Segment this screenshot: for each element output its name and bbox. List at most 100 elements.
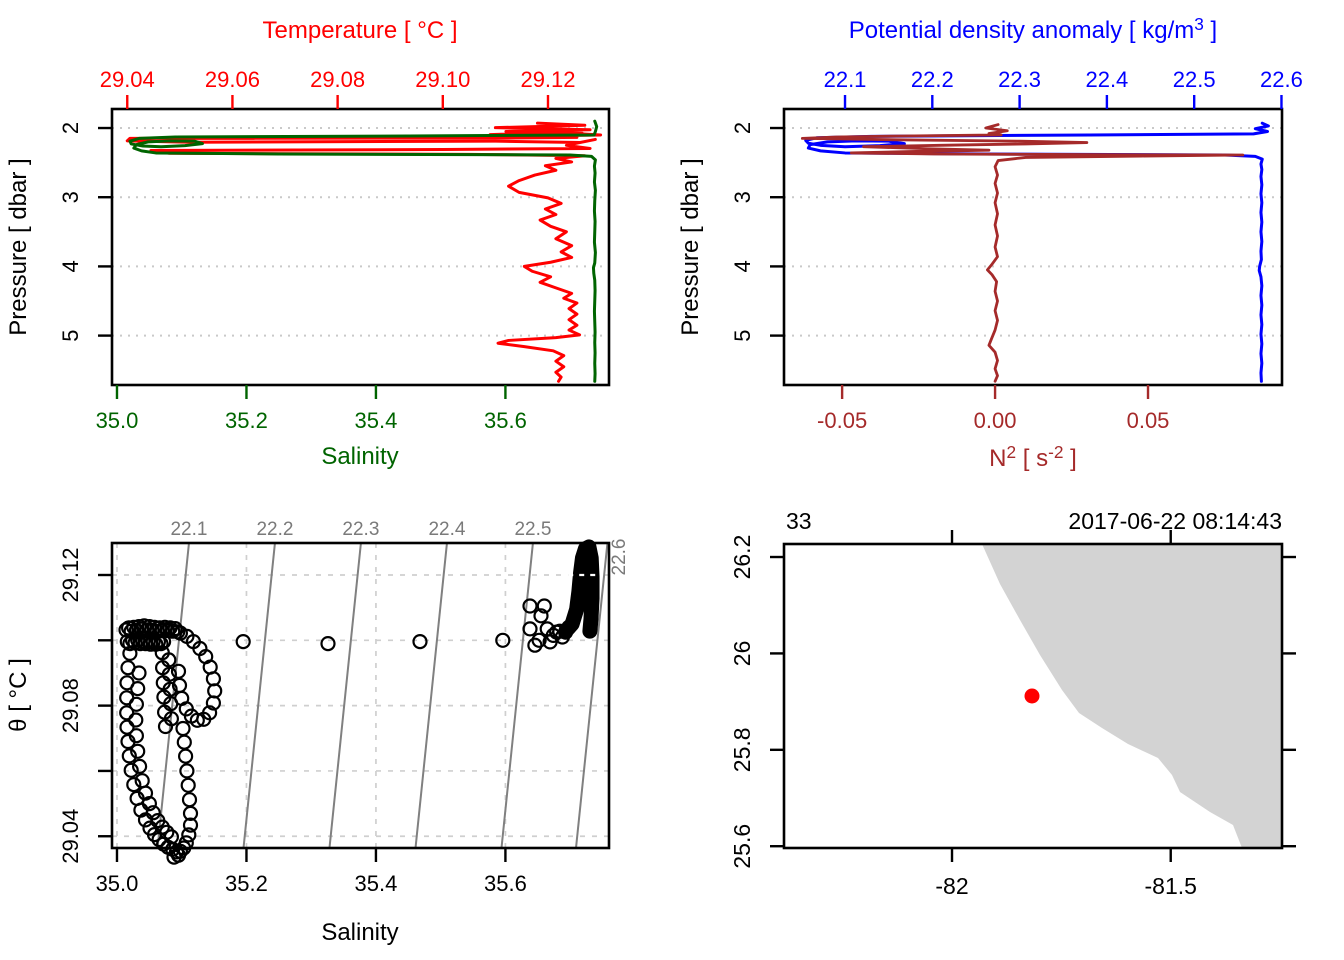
panel-profile-temp-sal: 29.04 29.06 29.08 29.10 29.12 35.0 35.2 35.4 35.… (58, 67, 611, 433)
ts-dense-blob (558, 539, 600, 639)
temperature-profile-line (125, 121, 603, 383)
ts-point (145, 633, 161, 650)
ts-point (182, 805, 199, 822)
superscript: 3 (1194, 14, 1204, 34)
ts-point (163, 829, 179, 845)
isopycnal-line (414, 542, 448, 849)
x-axis-tick-label: 35.4 (355, 871, 398, 896)
left-axis-tick-label: 3 (730, 191, 755, 203)
isopycnal-line (500, 542, 534, 849)
ts-point (495, 632, 511, 648)
density-axis-title: Potential density anomaly [ kg/m3 ] (849, 14, 1217, 44)
ts-point (145, 805, 161, 821)
left-axis-tick-label: 4 (730, 260, 755, 272)
ts-point (163, 711, 179, 727)
ts-point (141, 795, 157, 812)
y-axis-tick-label: 29.04 (58, 809, 83, 864)
ts-point (157, 619, 173, 635)
lat-tick-label: 26 (729, 641, 755, 667)
ts-point (182, 817, 199, 833)
top-axis-tick-label: 29.04 (100, 67, 155, 92)
plot-box (782, 107, 1284, 387)
y-axis-tick-label: 29.12 (58, 547, 83, 602)
ts-point (161, 652, 177, 668)
ts-point (159, 824, 175, 840)
bottom-axis-tick-label: -0.05 (817, 408, 867, 433)
ts-point (128, 696, 144, 712)
temperature-axis-title: Temperature [ °C ] (263, 17, 458, 44)
x-axis-tick-label: 35.6 (484, 871, 527, 896)
ts-point (122, 645, 138, 662)
isopycnal-label: 22.3 (342, 519, 379, 540)
ts-point (533, 608, 549, 624)
plot-box (110, 107, 611, 387)
theta-axis-title: θ [ °C ] (5, 658, 32, 732)
lat-tick-label: 25.6 (729, 824, 755, 869)
isopycnal-label-rotated: 22.6 (609, 539, 630, 576)
gridlines-profile-temp-sal (112, 127, 609, 337)
top-axis-tick-label: 22.4 (1085, 67, 1128, 92)
ts-point (132, 758, 148, 775)
top-axis-tick-label: 29.10 (415, 67, 470, 92)
isopycnal-label: 22.5 (514, 519, 551, 540)
left-axis-tick-label: 3 (58, 191, 83, 203)
potential-density-anomaly-profile-line (804, 121, 1270, 383)
ts-point (320, 635, 336, 652)
ts-point (162, 681, 178, 697)
panel-profile-density-n2: 22.1 22.2 22.3 22.4 22.5 22.6 -0.05 0.00 0.05 2 3 4… (730, 14, 1303, 472)
gridlines-profile-density-n2 (784, 127, 1282, 337)
ts-point (119, 705, 135, 721)
ts-point (126, 776, 142, 793)
isopycnal-label: 22.1 (170, 519, 207, 540)
bottom-axis-tick-label: 35.4 (355, 408, 398, 433)
pressure-axis-title-right-panel: Pressure [ dbar ] (677, 158, 704, 335)
left-axis-tick-label: 4 (58, 260, 83, 272)
salinity-axis-title-profile: Salinity (321, 443, 398, 470)
ts-point (156, 633, 172, 650)
salinity-axis-title-ts: Salinity (321, 919, 398, 946)
ts-point (235, 633, 251, 650)
ts-point (165, 623, 181, 639)
ts-point (412, 633, 428, 650)
ts-point (522, 621, 538, 637)
superscript: -2 (1048, 442, 1063, 462)
gridlines-ts (112, 543, 609, 848)
top-axis-tick-label: 29.08 (310, 67, 365, 92)
bottom-axis-tick-label: 35.2 (225, 408, 268, 433)
bottom-axis-tick-label: 0.05 (1127, 408, 1170, 433)
ts-point (181, 792, 198, 808)
panel-station-map: -82 -81.5 26.2 26 25.8 25.6 (729, 530, 1296, 899)
station-number-label: 33 (786, 508, 812, 534)
ts-point (130, 680, 146, 697)
ts-point (128, 728, 144, 744)
ts-point (180, 777, 196, 793)
isopycnal-line (575, 542, 609, 849)
station-marker (1024, 688, 1040, 704)
ts-point (121, 748, 137, 764)
n2-axis-title: N2 [ s-2 ] (989, 442, 1077, 472)
top-axis-tick-label: 29.06 (205, 67, 260, 92)
top-axis-tick-label: 22.1 (824, 67, 867, 92)
plot-box (110, 541, 611, 850)
bottom-axis-tick-label: 35.0 (96, 408, 139, 433)
bottom-axis-tick-label: 35.6 (484, 408, 527, 433)
top-axis-tick-label: 22.2 (911, 67, 954, 92)
ts-scatter-points (118, 598, 577, 865)
y-axis-tick-label: 29.08 (58, 678, 83, 733)
lat-tick-label: 25.8 (729, 727, 755, 772)
land-polygon (982, 544, 1282, 848)
ts-point (128, 712, 144, 728)
ts-point (166, 849, 182, 865)
ts-point (175, 720, 191, 737)
lon-tick-label: -81.5 (1145, 873, 1197, 899)
ts-point (181, 827, 197, 843)
ts-point (178, 748, 194, 764)
salinity-profile-line (128, 119, 599, 383)
isopycnal-lines: 22.1 22.2 22.3 22.4 22.5 22.6 (156, 519, 630, 849)
isopycnal-line (242, 542, 276, 849)
lon-tick-label: -82 (935, 873, 968, 899)
left-axis-tick-label: 5 (58, 329, 83, 341)
superscript: 2 (1007, 442, 1017, 462)
